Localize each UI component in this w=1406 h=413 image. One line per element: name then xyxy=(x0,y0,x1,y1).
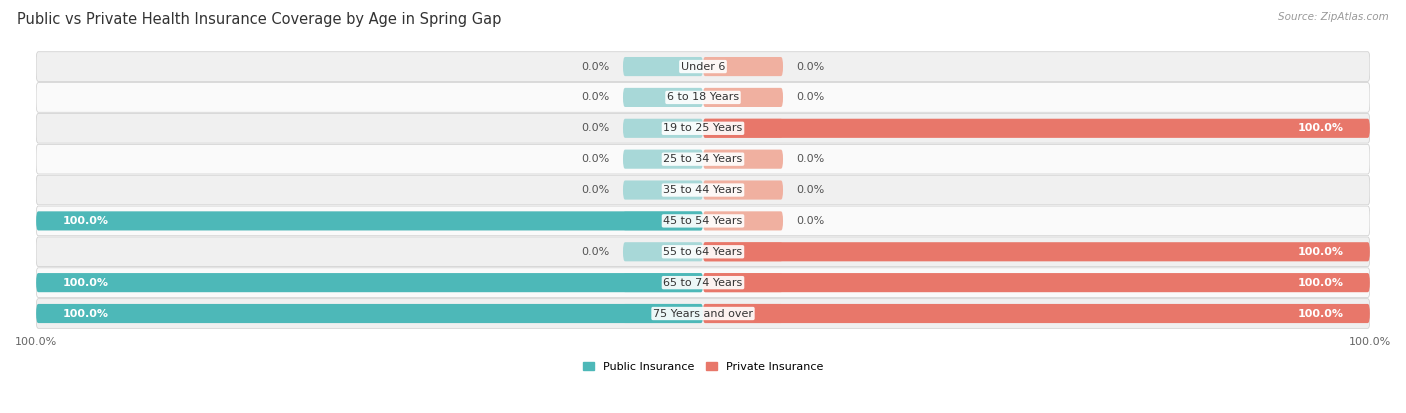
Text: 35 to 44 Years: 35 to 44 Years xyxy=(664,185,742,195)
FancyBboxPatch shape xyxy=(703,273,783,292)
FancyBboxPatch shape xyxy=(37,114,1369,143)
FancyBboxPatch shape xyxy=(37,83,1369,112)
Text: 0.0%: 0.0% xyxy=(796,93,824,102)
Text: 25 to 34 Years: 25 to 34 Years xyxy=(664,154,742,164)
FancyBboxPatch shape xyxy=(37,237,1369,266)
Text: 0.0%: 0.0% xyxy=(796,185,824,195)
FancyBboxPatch shape xyxy=(37,273,703,292)
FancyBboxPatch shape xyxy=(703,119,1369,138)
Text: 0.0%: 0.0% xyxy=(582,123,610,133)
FancyBboxPatch shape xyxy=(37,175,1369,205)
FancyBboxPatch shape xyxy=(703,88,783,107)
FancyBboxPatch shape xyxy=(37,304,703,323)
Text: 0.0%: 0.0% xyxy=(582,93,610,102)
FancyBboxPatch shape xyxy=(623,150,703,169)
FancyBboxPatch shape xyxy=(703,304,783,323)
FancyBboxPatch shape xyxy=(703,180,783,199)
Text: 55 to 64 Years: 55 to 64 Years xyxy=(664,247,742,257)
FancyBboxPatch shape xyxy=(703,57,783,76)
FancyBboxPatch shape xyxy=(703,242,1369,261)
Text: 0.0%: 0.0% xyxy=(582,247,610,257)
Text: 45 to 54 Years: 45 to 54 Years xyxy=(664,216,742,226)
Text: 19 to 25 Years: 19 to 25 Years xyxy=(664,123,742,133)
Text: 100.0%: 100.0% xyxy=(1298,247,1343,257)
Legend: Public Insurance, Private Insurance: Public Insurance, Private Insurance xyxy=(583,362,823,372)
FancyBboxPatch shape xyxy=(37,206,1369,236)
Text: Under 6: Under 6 xyxy=(681,62,725,71)
Text: 0.0%: 0.0% xyxy=(582,185,610,195)
Text: 0.0%: 0.0% xyxy=(582,154,610,164)
FancyBboxPatch shape xyxy=(623,57,703,76)
Text: Source: ZipAtlas.com: Source: ZipAtlas.com xyxy=(1278,12,1389,22)
FancyBboxPatch shape xyxy=(623,242,703,261)
FancyBboxPatch shape xyxy=(37,211,703,230)
Text: 0.0%: 0.0% xyxy=(582,62,610,71)
Text: 0.0%: 0.0% xyxy=(796,154,824,164)
FancyBboxPatch shape xyxy=(703,211,783,230)
Text: 100.0%: 100.0% xyxy=(1298,309,1343,318)
FancyBboxPatch shape xyxy=(37,52,1369,81)
Text: 100.0%: 100.0% xyxy=(63,309,108,318)
FancyBboxPatch shape xyxy=(703,119,783,138)
FancyBboxPatch shape xyxy=(37,268,1369,297)
FancyBboxPatch shape xyxy=(703,273,1369,292)
FancyBboxPatch shape xyxy=(37,145,1369,174)
FancyBboxPatch shape xyxy=(703,150,783,169)
Text: 100.0%: 100.0% xyxy=(1298,123,1343,133)
FancyBboxPatch shape xyxy=(623,273,703,292)
Text: 6 to 18 Years: 6 to 18 Years xyxy=(666,93,740,102)
FancyBboxPatch shape xyxy=(703,242,783,261)
Text: 0.0%: 0.0% xyxy=(796,216,824,226)
FancyBboxPatch shape xyxy=(623,119,703,138)
FancyBboxPatch shape xyxy=(623,211,703,230)
FancyBboxPatch shape xyxy=(623,88,703,107)
FancyBboxPatch shape xyxy=(623,304,703,323)
Text: 100.0%: 100.0% xyxy=(1298,278,1343,287)
Text: 65 to 74 Years: 65 to 74 Years xyxy=(664,278,742,287)
Text: 75 Years and over: 75 Years and over xyxy=(652,309,754,318)
Text: 0.0%: 0.0% xyxy=(796,62,824,71)
FancyBboxPatch shape xyxy=(703,304,1369,323)
Text: 100.0%: 100.0% xyxy=(63,278,108,287)
FancyBboxPatch shape xyxy=(37,299,1369,328)
FancyBboxPatch shape xyxy=(623,180,703,199)
Text: 100.0%: 100.0% xyxy=(63,216,108,226)
Text: Public vs Private Health Insurance Coverage by Age in Spring Gap: Public vs Private Health Insurance Cover… xyxy=(17,12,502,27)
